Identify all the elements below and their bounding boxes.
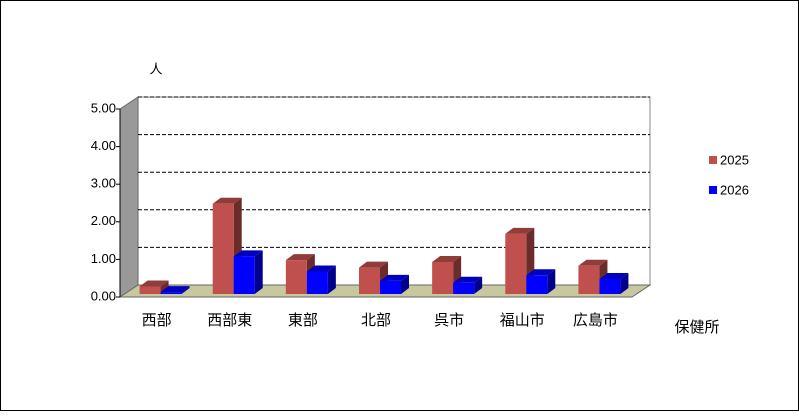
bar-face <box>547 269 556 294</box>
bar <box>432 256 462 294</box>
x-tick-label: 西部東 <box>207 312 252 329</box>
bar-face <box>432 262 454 294</box>
bar-face <box>526 269 556 276</box>
y-tick-label: 4.00 <box>91 138 116 153</box>
bar <box>139 280 169 294</box>
bar-face <box>620 272 629 294</box>
bar-face <box>453 276 483 283</box>
legend-label: 2025 <box>720 152 749 167</box>
bar-face <box>401 274 409 294</box>
bar-face <box>599 278 621 294</box>
bar-face <box>453 282 475 294</box>
side-wall <box>119 96 139 298</box>
bar-face <box>526 275 548 294</box>
bar-face <box>285 260 307 294</box>
bar-face <box>254 250 263 294</box>
x-tick-label: 福山市 <box>500 312 545 329</box>
x-tick-label: 呉市 <box>434 312 464 329</box>
bar-face <box>578 265 600 294</box>
y-tick-label: 2.00 <box>91 213 116 228</box>
bar-face <box>306 265 336 272</box>
bar-face <box>599 272 629 279</box>
bar <box>380 274 409 294</box>
bar-face <box>212 197 242 204</box>
bar-face <box>181 286 190 294</box>
bar-face <box>578 259 608 266</box>
bar-face <box>505 227 535 234</box>
bar-face <box>285 254 315 261</box>
bar-face <box>233 250 263 257</box>
bar-face <box>306 271 328 294</box>
bar-face <box>139 286 161 294</box>
legend-label: 2026 <box>720 182 749 197</box>
bar-face <box>380 280 401 294</box>
y-tick-label: 3.00 <box>91 176 116 191</box>
bar-face <box>359 261 388 268</box>
bar <box>453 276 483 294</box>
bar <box>233 250 263 294</box>
x-tick-label: 広島市 <box>573 312 618 329</box>
legend-swatch <box>709 156 717 164</box>
bar <box>526 269 556 294</box>
bar <box>599 272 629 294</box>
y-tick-label: 5.00 <box>91 100 116 115</box>
x-tick-label: 西部 <box>142 312 172 329</box>
bar-face <box>233 256 255 294</box>
bar-face <box>327 265 336 294</box>
bar-face <box>359 267 380 294</box>
y-axis-label: 人 <box>149 61 162 76</box>
bar-face <box>505 233 527 294</box>
x-axis-label: 保健所 <box>674 319 719 336</box>
bar-face <box>139 280 169 287</box>
bar-face <box>474 276 483 294</box>
y-tick-label: 1.00 <box>91 251 116 266</box>
bar <box>160 286 190 294</box>
x-tick-label: 東部 <box>288 312 318 329</box>
x-tick-label: 北部 <box>361 312 391 329</box>
y-tick-label: 0.00 <box>91 288 116 303</box>
bar-face <box>380 274 409 281</box>
bar-face <box>160 286 190 293</box>
bar <box>306 265 336 294</box>
bar-face <box>432 256 462 263</box>
bar-face <box>160 292 182 294</box>
legend-swatch <box>709 186 717 194</box>
bar-face <box>212 203 234 294</box>
